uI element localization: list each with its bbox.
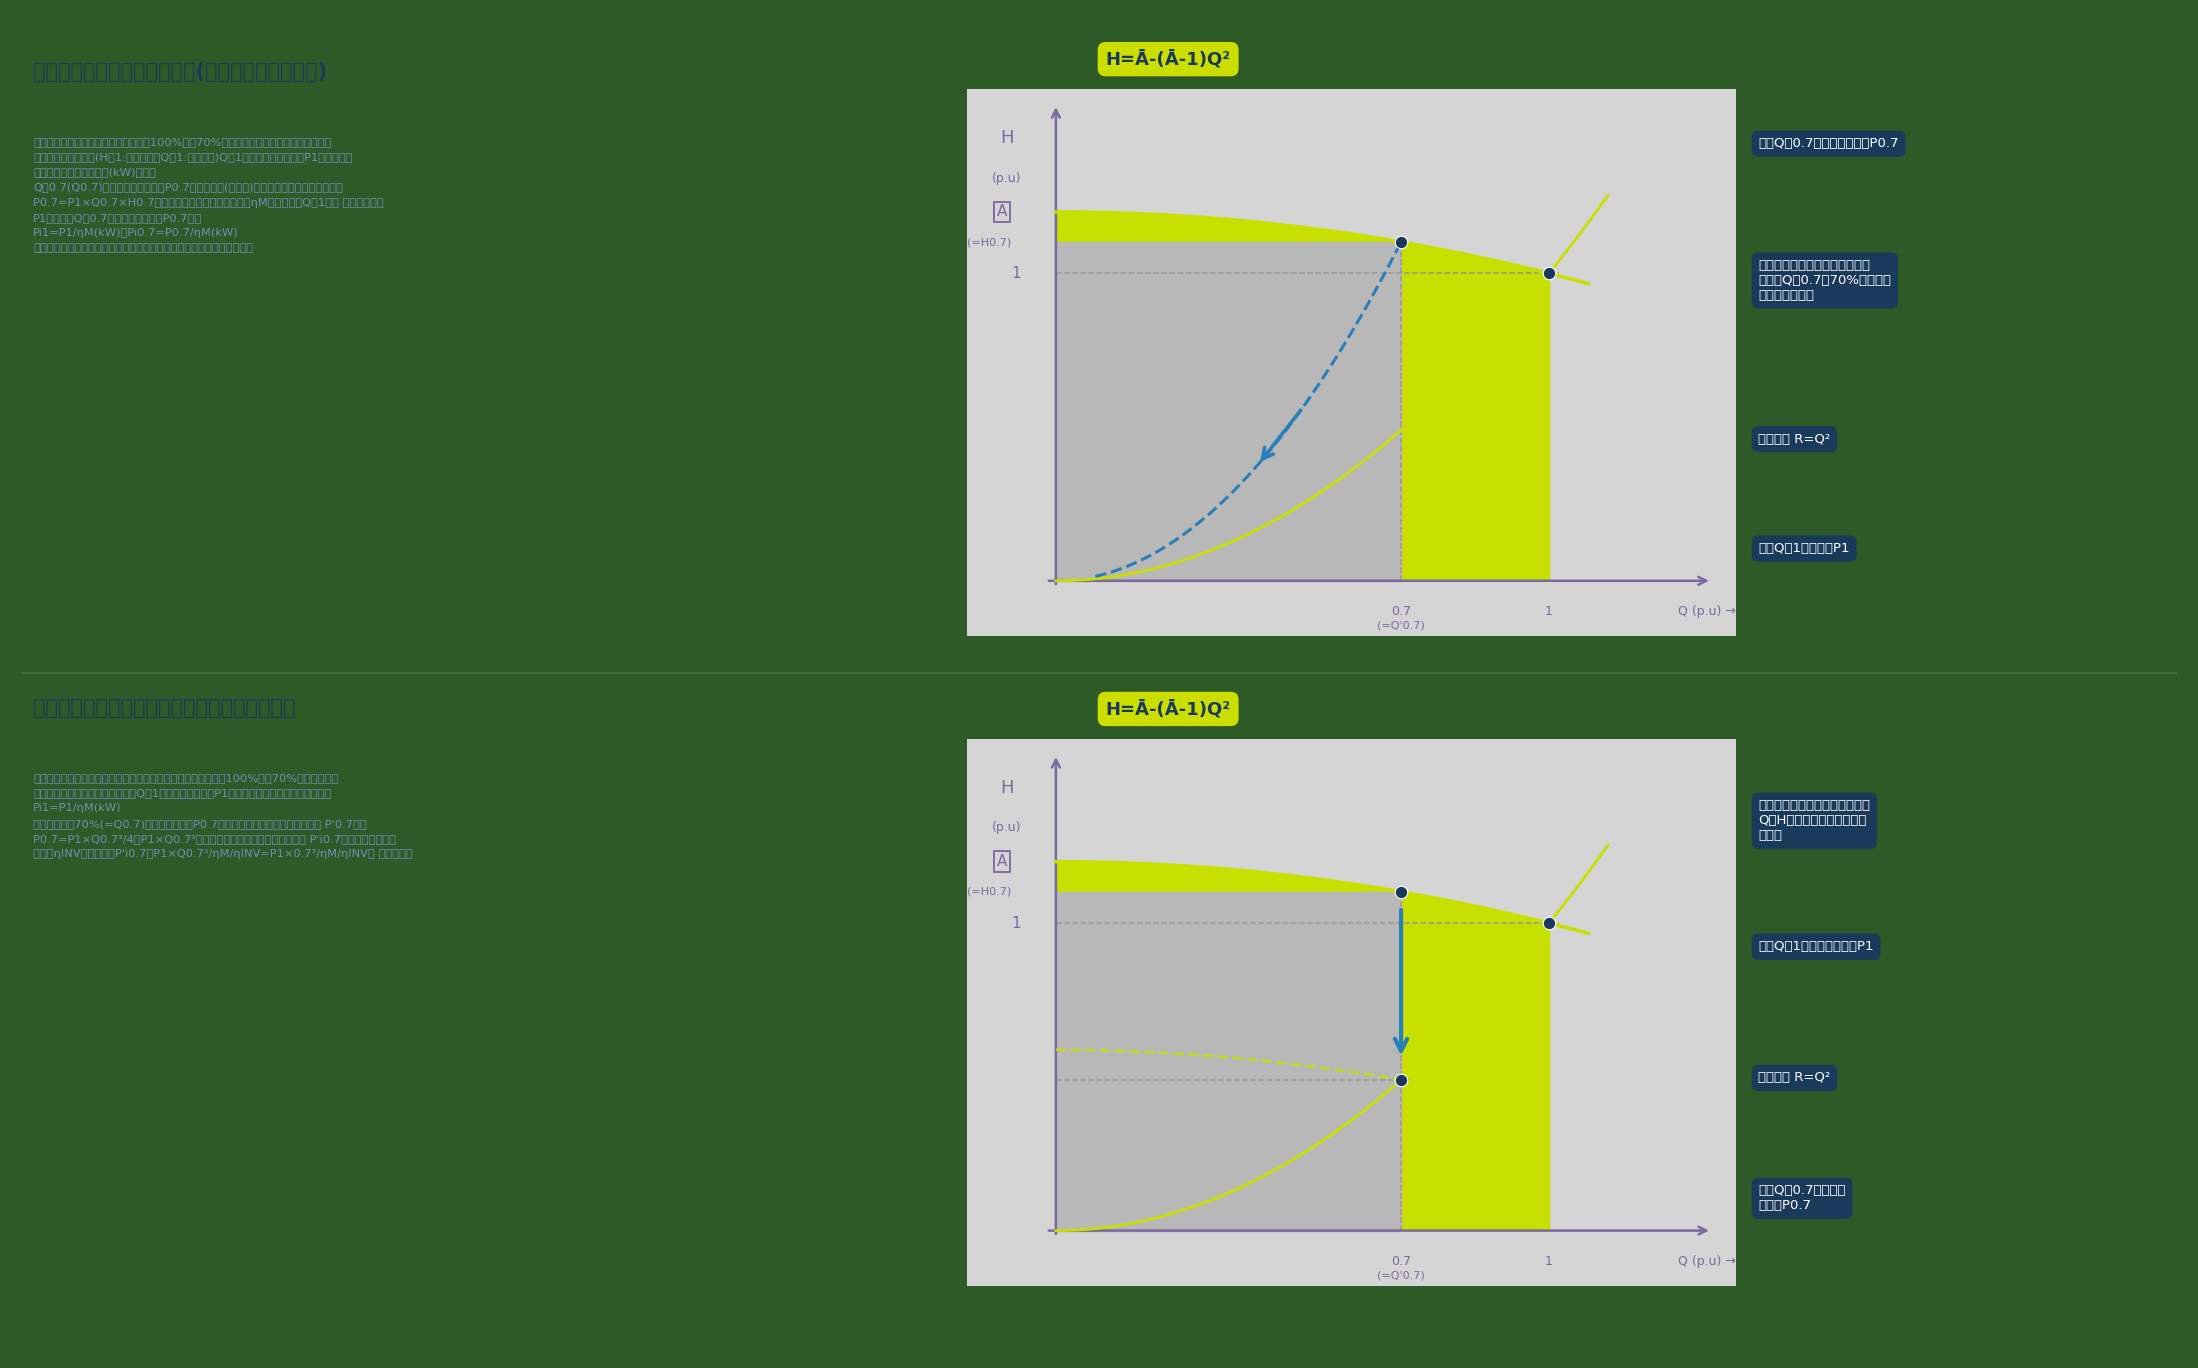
Text: Q (p.u) →: Q (p.u) → <box>1677 605 1736 618</box>
Text: 風量Q＝1の運転点P1: 風量Q＝1の運転点P1 <box>1758 542 1851 555</box>
Text: インバータによる回転数制御の場合の消費電力: インバータによる回転数制御の場合の消費電力 <box>33 698 295 718</box>
Text: A: A <box>996 854 1007 869</box>
Text: 風量Q＝0.7の場合の運転点P0.7: 風量Q＝0.7の場合の運転点P0.7 <box>1758 137 1899 150</box>
Text: 1: 1 <box>1545 605 1554 618</box>
Text: 回転数を制御することにより、
Q－Hの曲線が変化したこと
を示す: 回転数を制御することにより、 Q－Hの曲線が変化したこと を示す <box>1758 799 1870 843</box>
Text: H: H <box>1000 129 1013 148</box>
Text: (=Q'0.7): (=Q'0.7) <box>1378 620 1424 631</box>
Text: H=Ā-(Ā-1)Q²: H=Ā-(Ā-1)Q² <box>1106 699 1231 718</box>
Text: 通風抵抗 R=Q²: 通風抵抗 R=Q² <box>1758 432 1831 446</box>
Text: (=H0.7): (=H0.7) <box>967 237 1011 248</box>
Text: (p.u): (p.u) <box>991 171 1022 185</box>
Text: 1: 1 <box>1545 1254 1554 1268</box>
Text: 通風抵抗 R=Q²: 通風抵抗 R=Q² <box>1758 1071 1831 1085</box>
Text: Q (p.u) →: Q (p.u) → <box>1677 1254 1736 1268</box>
Text: H=Ā-(Ā-1)Q²: H=Ā-(Ā-1)Q² <box>1106 49 1231 68</box>
Text: ダンパを制御することにより、
風量をQ＝0.7（70%）とした
場合の通風抵抗: ダンパを制御することにより、 風量をQ＝0.7（70%）とした 場合の通風抵抗 <box>1758 259 1892 302</box>
Text: 1: 1 <box>1011 915 1022 930</box>
Text: (p.u): (p.u) <box>991 821 1022 834</box>
Text: 0.7: 0.7 <box>1391 605 1411 618</box>
Text: インバータによる回転数を制御としてファンやブロワの風量を100%から70%に制御する場
合、右側の図のようになります。Q＝1の時に必要な入力P1はダンパ制御の場: インバータによる回転数を制御としてファンやブロワの風量を100%から70%に制御… <box>33 773 413 859</box>
Text: A: A <box>996 204 1007 219</box>
Text: (=H0.7): (=H0.7) <box>967 886 1011 897</box>
Text: H: H <box>1000 778 1013 798</box>
Text: 0.7: 0.7 <box>1391 1254 1411 1268</box>
Text: ファンやブロワの風量をダンパ制御で100%から70%に変更した場合には、一般的に右図
の関係があります。(H＝1:定格風圧、Q＝1:定格風量)Q＝1の時に必要な: ファンやブロワの風量をダンパ制御で100%から70%に変更した場合には、一般的に… <box>33 137 385 253</box>
Text: 風量Q＝1の場合の運転点P1: 風量Q＝1の場合の運転点P1 <box>1758 940 1875 953</box>
Text: (=Q'0.7): (=Q'0.7) <box>1378 1270 1424 1280</box>
Text: ダンパ制御の場合の消費電力(モータは定格回転数): ダンパ制御の場合の消費電力(モータは定格回転数) <box>33 62 328 82</box>
Text: 1: 1 <box>1011 265 1022 280</box>
Text: 風量Q＝0.7の場合の
運転点P0.7: 風量Q＝0.7の場合の 運転点P0.7 <box>1758 1185 1846 1212</box>
